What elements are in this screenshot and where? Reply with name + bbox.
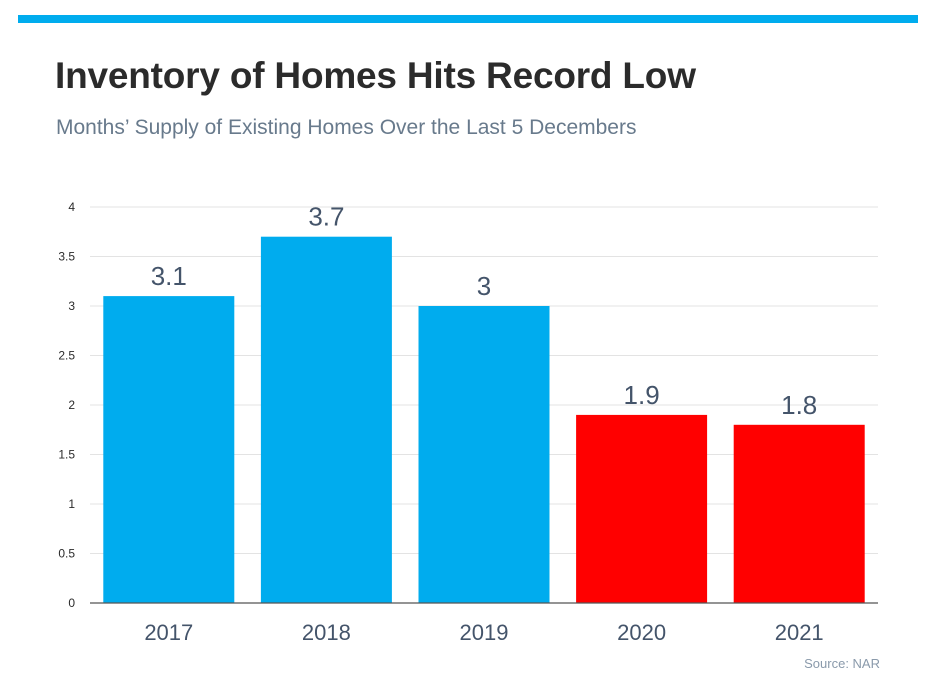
bar-2019 bbox=[418, 306, 550, 603]
bar-2018 bbox=[260, 236, 392, 603]
source-label: Source: NAR bbox=[804, 656, 880, 671]
x-tick-label: 2021 bbox=[775, 620, 824, 645]
bar-2020 bbox=[576, 414, 708, 603]
x-tick-label: 2017 bbox=[144, 620, 193, 645]
chart-title: Inventory of Homes Hits Record Low bbox=[55, 55, 696, 96]
chart-subtitle: Months’ Supply of Existing Homes Over th… bbox=[56, 116, 637, 139]
y-tick-label: 1.5 bbox=[58, 448, 75, 462]
data-label: 3.7 bbox=[308, 202, 344, 232]
data-label: 1.9 bbox=[624, 380, 660, 410]
x-tick-label: 2020 bbox=[617, 620, 666, 645]
x-tick-label: 2019 bbox=[460, 620, 509, 645]
y-tick-label: 0 bbox=[68, 596, 75, 610]
y-tick-label: 2 bbox=[68, 398, 75, 412]
accent-top-bar bbox=[18, 15, 918, 23]
bar-2021 bbox=[733, 424, 865, 603]
y-tick-label: 3 bbox=[68, 299, 75, 313]
x-tick-label: 2018 bbox=[302, 620, 351, 645]
y-tick-label: 3.5 bbox=[58, 250, 75, 264]
data-label: 3.1 bbox=[151, 261, 187, 291]
y-tick-label: 4 bbox=[68, 200, 75, 214]
y-tick-label: 2.5 bbox=[58, 349, 75, 363]
bar-2017 bbox=[103, 296, 235, 603]
y-tick-label: 1 bbox=[68, 497, 75, 511]
y-tick-label: 0.5 bbox=[58, 547, 75, 561]
data-label: 3 bbox=[477, 271, 491, 301]
data-label: 1.8 bbox=[781, 390, 817, 420]
